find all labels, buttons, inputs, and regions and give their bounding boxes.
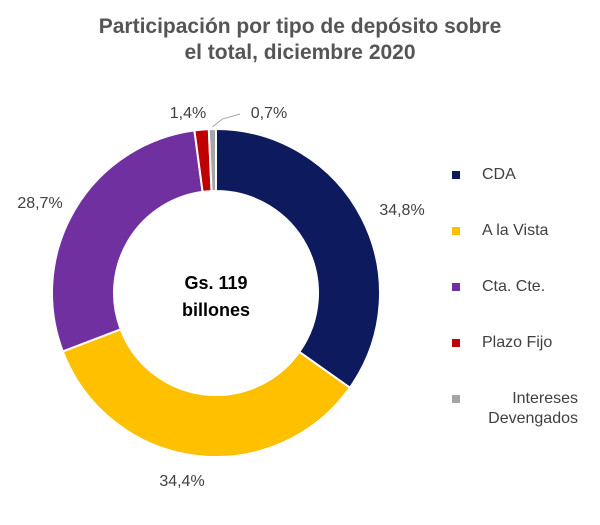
chart-title-line-1: Participación por tipo de depósito sobre (98, 15, 502, 38)
center-label-line-1: Gs. 119 (184, 273, 247, 293)
legend-label: Plazo Fijo (482, 333, 552, 353)
legend-swatch (452, 395, 460, 403)
data-label-a-la-vista: 34,4% (159, 473, 204, 490)
legend-label: A la Vista (482, 221, 548, 241)
legend-label-line: Plazo Fijo (482, 334, 553, 351)
legend-item: Cta. Cte. (452, 272, 592, 328)
legend-swatch (452, 227, 460, 235)
leader-line-intereses-devengados (212, 113, 241, 128)
data-label-intereses-devengados: 0,7% (251, 105, 287, 122)
donut-slice-cta-cte- (51, 129, 204, 353)
donut-slice-cda (215, 127, 381, 390)
legend-swatch (452, 339, 460, 347)
legend-label: Intereses Devengados (462, 389, 578, 429)
legend-label-line: Devengados (488, 410, 578, 427)
chart-legend: CDA A la Vista Cta. Cte. Plazo Fijo Interese… (452, 160, 592, 440)
legend-label: CDA (482, 165, 516, 185)
legend-label-line: Cta. Cte. (482, 278, 546, 295)
donut-slice-a-la-vista (61, 328, 352, 458)
data-label-plazo-fijo: 1,4% (170, 105, 206, 122)
data-label-cda: 34,8% (379, 202, 424, 219)
chart-title-line-2: el total, diciembre 2020 (184, 41, 416, 64)
legend-item: CDA (452, 160, 592, 216)
legend-item: Plazo Fijo (452, 328, 592, 384)
legend-label-line: Intereses (512, 390, 578, 407)
legend-label-line: CDA (482, 166, 516, 183)
legend-swatch (452, 283, 460, 291)
data-label-cta-cte-: 28,7% (17, 195, 62, 212)
legend-item: A la Vista (452, 216, 592, 272)
center-label-line-2: billones (182, 300, 250, 320)
chart-title: Participación por tipo de depósito sobre… (30, 14, 570, 66)
legend-label-line: A la Vista (482, 222, 549, 239)
donut-slice-intereses-devengados (207, 127, 217, 193)
legend-label: Cta. Cte. (482, 277, 545, 297)
legend-swatch (452, 171, 460, 179)
legend-item: Intereses Devengados (452, 384, 592, 440)
